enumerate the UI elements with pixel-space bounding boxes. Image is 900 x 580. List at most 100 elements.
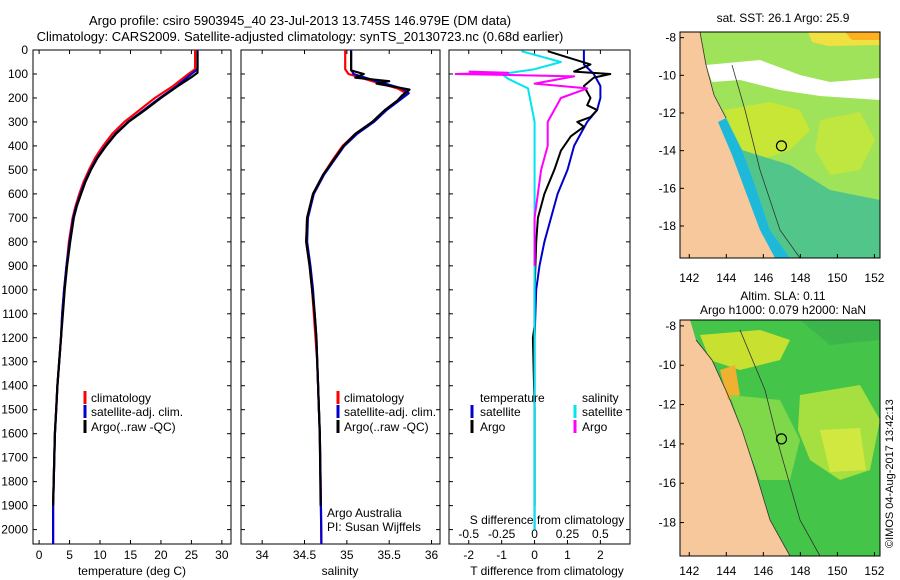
sla-map-frame [679, 319, 881, 557]
depth-tick-label: 1000 [1, 283, 28, 297]
temperature-panel-frame [32, 49, 232, 545]
x-tick-label: 35.5 [378, 548, 402, 562]
depth-tick-label: 0 [21, 43, 28, 57]
series-line-t-argo [531, 50, 612, 506]
sst-map [679, 31, 881, 259]
depth-tick-label: 1800 [1, 475, 28, 489]
legend-title-salinity: salinity [582, 391, 619, 405]
coastal-cool-band [718, 118, 790, 258]
map-y-tick-label: -18 [659, 219, 677, 233]
high-sla-peak [720, 365, 740, 400]
depth-tick-label: 700 [8, 211, 28, 225]
x-tick-label: 2 [597, 548, 604, 562]
salinity-panel-frame [240, 49, 441, 545]
missing-data [706, 60, 880, 100]
map-x-tick-label: 146 [753, 271, 773, 285]
x-tick-label: 5 [66, 548, 73, 562]
map-y-tick-label: -8 [665, 31, 676, 45]
series-line-s-satellite [500, 50, 562, 530]
sst-map-title: sat. SST: 26.1 Argo: 25.9 [717, 11, 850, 25]
legend-label: climatology [344, 391, 404, 405]
x-tick-label: 10 [93, 548, 107, 562]
depth-tick-label: 1100 [2, 307, 28, 321]
legend-title-temperature: temperature [480, 391, 545, 405]
series-line-argo-raw-qc- [52, 51, 199, 506]
legend-label: satellite [480, 405, 521, 419]
x-tick-label: 34 [255, 548, 269, 562]
x-tick-label: 30 [215, 548, 229, 562]
x-tick-label: 0 [36, 548, 43, 562]
map-x-tick-label: 142 [679, 564, 699, 578]
series-line-t-satellite [533, 50, 602, 530]
difference-plot: -2 -1 0 1 2 -0.5 -0.25 0 0.25 0.5 [454, 50, 612, 562]
low-sla [800, 320, 880, 345]
x-tick-label: 25 [185, 548, 199, 562]
sla-map [679, 319, 881, 557]
depth-tick-label: 1200 [1, 331, 28, 345]
map-x-tick-label: 150 [827, 564, 847, 578]
difference-legend: temperature salinity satellite Argo sate… [470, 391, 623, 434]
map-y-tick-label: -12 [659, 398, 677, 412]
warm-area [724, 102, 810, 160]
map-y-tick-label: -16 [659, 181, 677, 195]
depth-axis: 0 100 200 300 400 500 600 700 800 900 1000 1100 1200… [1, 43, 630, 537]
depth-tick-label: 600 [8, 187, 28, 201]
map-y-tick-label: -10 [659, 68, 677, 82]
depth-tick-label: 200 [8, 91, 28, 105]
x-tick-label: 20 [154, 548, 168, 562]
legend-label: climatology [91, 391, 151, 405]
legend-label: Argo [582, 420, 608, 434]
header-title-line2: Climatology: CARS2009. Satellite-adjuste… [37, 29, 564, 44]
x-tick-label: -1 [496, 548, 507, 562]
salinity-legend: climatology satellite-adj. clim. Argo(..… [336, 391, 436, 434]
pi-note: PI: Susan Wijffels [327, 520, 421, 534]
legend-label: satellite [582, 405, 623, 419]
reef-contour [739, 329, 821, 557]
coastline [695, 339, 791, 557]
x-tick-top-label: -0.5 [458, 527, 479, 541]
sst-map-frame [679, 31, 881, 259]
map-x-tick-label: 150 [827, 271, 847, 285]
depth-tick-label: 1500 [1, 403, 28, 417]
hot-patch [845, 32, 880, 40]
legend-label: satellite-adj. clim. [91, 405, 183, 419]
imos-credit: ©IMOS 04-Aug-2017 13:42:13 [884, 399, 896, 548]
x-tick-label: 0 [531, 548, 538, 562]
map-x-tick-label: 152 [864, 564, 884, 578]
depth-tick-label: 400 [8, 139, 28, 153]
depth-tick-label: 300 [8, 115, 28, 129]
map-x-tick-label: 142 [679, 271, 699, 285]
sla-map-title-line1: Altim. SLA: 0.11 [740, 289, 825, 303]
x-tick-top-label: 0 [531, 527, 538, 541]
cool-area [742, 150, 880, 258]
map-y-tick-label: -8 [665, 319, 676, 333]
depth-tick-label: 500 [8, 163, 28, 177]
x-tick-top-label: -0.25 [488, 527, 516, 541]
map-y-tick-label: -14 [659, 144, 677, 158]
x-tick-label: -2 [463, 548, 474, 562]
reef-contour [731, 64, 801, 259]
map-x-tick-label: 144 [716, 564, 736, 578]
map-y-tick-label: -18 [659, 516, 677, 530]
map-y-tick-label: -10 [659, 358, 677, 372]
map-y-tick-label: -12 [659, 106, 677, 120]
depth-tick-label: 1900 [1, 499, 28, 513]
depth-tick-label: 1400 [1, 379, 28, 393]
x-tick-label: 1 [564, 548, 571, 562]
temperature-legend: climatology satellite-adj. clim. Argo(..… [83, 391, 183, 434]
map-x-tick-label: 152 [864, 271, 884, 285]
difference-xlabel-top: S difference from climatology [470, 513, 625, 527]
depth-tick-label: 1300 [1, 355, 28, 369]
map-x-tick-label: 148 [790, 271, 810, 285]
depth-tick-label: 1700 [1, 451, 28, 465]
argo-location-marker [775, 433, 788, 445]
x-tick-top-label: 0.5 [592, 527, 609, 541]
coastline [699, 31, 727, 119]
map-axes: 142 144 146 148 150 152 -8 -10 -12 -14 -16 -18 142 14… [659, 31, 885, 578]
x-tick-label: 34.5 [293, 548, 317, 562]
warm-area [815, 112, 875, 175]
x-tick-label: 15 [124, 548, 138, 562]
depth-tick-label: 800 [8, 235, 28, 249]
sla-map-title-line2: Argo h1000: 0.079 h2000: NaN [700, 303, 866, 317]
